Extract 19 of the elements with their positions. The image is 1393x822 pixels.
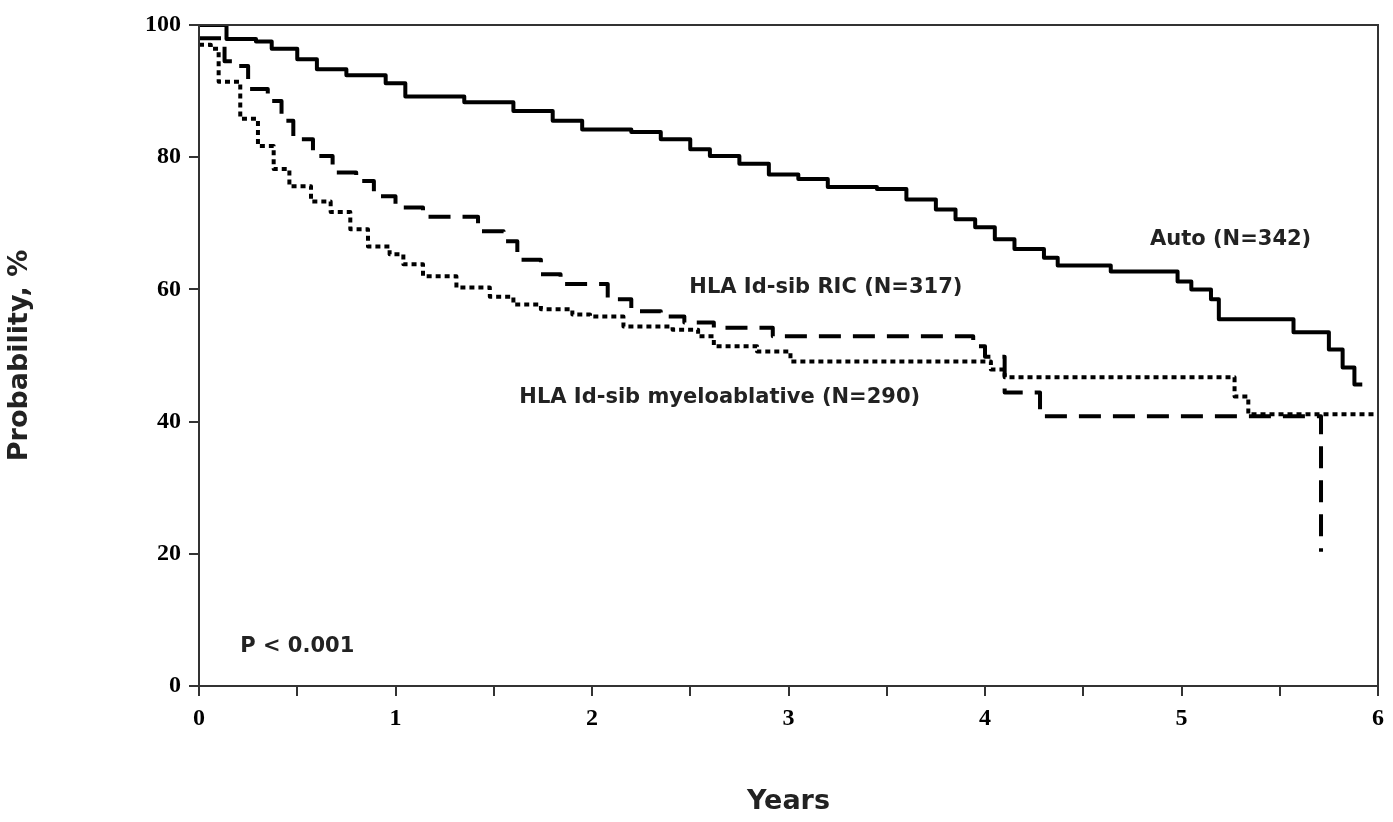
y-tick-label: 20 <box>157 539 181 565</box>
series-label: HLA Id-sib RIC (N=317) <box>689 273 963 298</box>
x-tick-label: 2 <box>586 703 598 730</box>
series-label: Auto (N=342) <box>1150 225 1312 250</box>
x-tick-label: 0 <box>193 703 205 730</box>
y-tick-label: 100 <box>145 10 181 37</box>
x-tick-label: 1 <box>389 703 402 730</box>
x-tick-label: 3 <box>782 703 795 730</box>
series-label: HLA Id-sib myeloablative (N=290) <box>519 384 921 409</box>
x-tick-label: 6 <box>1372 703 1384 730</box>
y-tick-label: 80 <box>157 142 181 169</box>
x-axis-title: Years <box>746 783 830 815</box>
annotation: P < 0.001 <box>240 632 355 657</box>
y-tick-label: 60 <box>157 274 181 301</box>
x-tick-label: 4 <box>979 703 991 730</box>
y-tick-label: 40 <box>157 406 181 433</box>
y-tick-label: 0 <box>169 671 181 698</box>
x-tick-label: 5 <box>1175 703 1188 730</box>
y-axis-title: Probability, % <box>2 249 34 462</box>
